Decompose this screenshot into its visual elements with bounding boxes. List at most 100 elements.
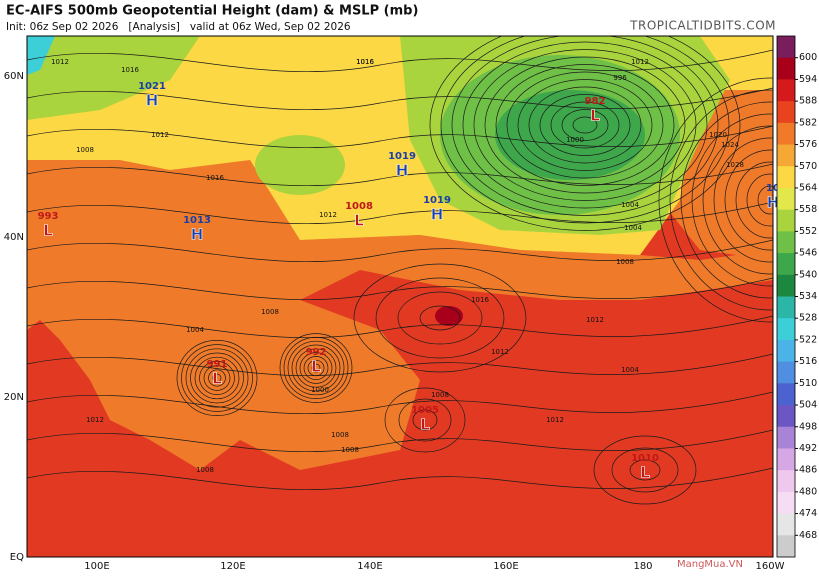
- center-pressure: 10: [766, 183, 780, 194]
- isobar: [295, 348, 337, 388]
- contour-label: 1016: [356, 58, 374, 66]
- colorbar-cell: [777, 296, 795, 319]
- subtitle: Init: 06z Sep 02 2026 [Analysis] valid a…: [6, 21, 351, 33]
- colorbar-label: 582: [799, 117, 817, 128]
- colorbar-label: 546: [799, 248, 817, 259]
- colorbar-cell: [777, 57, 795, 80]
- isobar: [669, 89, 773, 311]
- isobar: [398, 398, 452, 442]
- isobar: [190, 352, 244, 404]
- center-pressure: 1010: [631, 453, 659, 464]
- colorbar-cell: [777, 535, 795, 558]
- isobar: [517, 79, 653, 171]
- contour-label: 1000: [566, 136, 584, 144]
- contour-label: 1004: [621, 201, 639, 209]
- isobar: [311, 363, 321, 373]
- lat-label: 60N: [4, 71, 24, 82]
- colorbar-cell: [777, 491, 795, 515]
- isobar: [702, 125, 773, 275]
- colorbar-label: 504: [799, 400, 817, 411]
- isobar: [27, 391, 773, 415]
- colorbar-cell: [777, 361, 795, 384]
- isobar: [724, 149, 773, 251]
- colorbar-label: 600: [799, 52, 817, 63]
- isobar: [181, 344, 253, 412]
- isobar: [713, 137, 773, 263]
- field-green-4: [255, 135, 345, 195]
- isobar: [27, 315, 773, 339]
- site: TROPICALTIDBITS.COM: [629, 19, 776, 33]
- lat-label: 40N: [4, 232, 24, 243]
- contour-label: 1008: [341, 446, 359, 454]
- isobar: [572, 116, 598, 134]
- isobar: [440, 36, 730, 224]
- isobar: [375, 277, 505, 359]
- isobar: [484, 56, 686, 194]
- contour-label: 996: [613, 74, 627, 82]
- isobar: [27, 163, 773, 187]
- center-pressure: 993: [38, 211, 59, 222]
- lat-label: 20N: [4, 392, 24, 403]
- isobar: [451, 36, 719, 216]
- isobar: [629, 459, 661, 481]
- contour-label: 1016: [471, 296, 489, 304]
- isobar: [194, 356, 240, 400]
- isobar: [199, 361, 235, 395]
- isobar: [528, 86, 642, 164]
- colorbar-cell: [777, 253, 795, 276]
- colorbar-cell: [777, 209, 795, 232]
- contour-label: 1004: [621, 366, 639, 374]
- lat-label: EQ: [10, 552, 24, 563]
- contour-label: 1024: [721, 141, 739, 149]
- center-letter: L: [43, 222, 53, 240]
- colorbar-label: 588: [799, 96, 817, 107]
- colorbar-cell: [777, 426, 795, 449]
- contour-label: 1012: [546, 416, 564, 424]
- field-cyan: [27, 36, 55, 75]
- center-pressure: 982: [585, 96, 606, 107]
- center-pressure: 1019: [423, 195, 451, 206]
- title: EC-AIFS 500mb Geopotential Height (dam) …: [6, 4, 418, 19]
- center-pressure: 1013: [183, 215, 211, 226]
- isobar: [353, 263, 527, 373]
- colorbar-label: 564: [799, 182, 817, 193]
- center-letter: L: [354, 212, 364, 230]
- watermark: MangMua.VN: [677, 559, 743, 570]
- center-letter: L: [590, 107, 600, 125]
- center-pressure: 1021: [138, 81, 166, 92]
- map: [27, 36, 773, 557]
- isobar: [412, 409, 438, 431]
- isobar: [691, 113, 773, 287]
- contour-label: 1012: [491, 348, 509, 356]
- contour-label: 1008: [196, 466, 214, 474]
- center-letter: H: [191, 226, 204, 244]
- colorbar-label: 528: [799, 313, 817, 324]
- contour-label: 1012: [151, 131, 169, 139]
- colorbar-cell: [777, 339, 795, 363]
- lon-label: 100E: [84, 561, 109, 572]
- colorbar-cell: [777, 513, 795, 536]
- contour-label: 1028: [726, 161, 744, 169]
- colorbar-cell: [777, 187, 795, 211]
- contour-label: 1008: [261, 308, 279, 316]
- isobar: [658, 77, 773, 323]
- lon-label: 140E: [357, 561, 382, 572]
- isobar: [397, 291, 483, 345]
- center-pressure: 1005: [411, 405, 439, 416]
- isobar: [384, 387, 466, 453]
- colorbar-label: 594: [799, 74, 817, 85]
- lon-label: 180: [633, 561, 652, 572]
- colorbar-cell: [777, 166, 795, 189]
- colorbar-label: 498: [799, 421, 817, 432]
- colorbar-cell: [777, 79, 795, 102]
- contour-label: 1008: [616, 258, 634, 266]
- isobar: [429, 36, 741, 231]
- colorbar-cell: [777, 122, 795, 146]
- contour-label: 1012: [51, 58, 69, 66]
- colorbar-label: 510: [799, 378, 817, 389]
- field-darkred: [435, 306, 463, 326]
- center-letter: L: [420, 416, 430, 434]
- isobar: [27, 277, 773, 301]
- contour-label: 1004: [186, 326, 204, 334]
- isobar: [27, 353, 773, 377]
